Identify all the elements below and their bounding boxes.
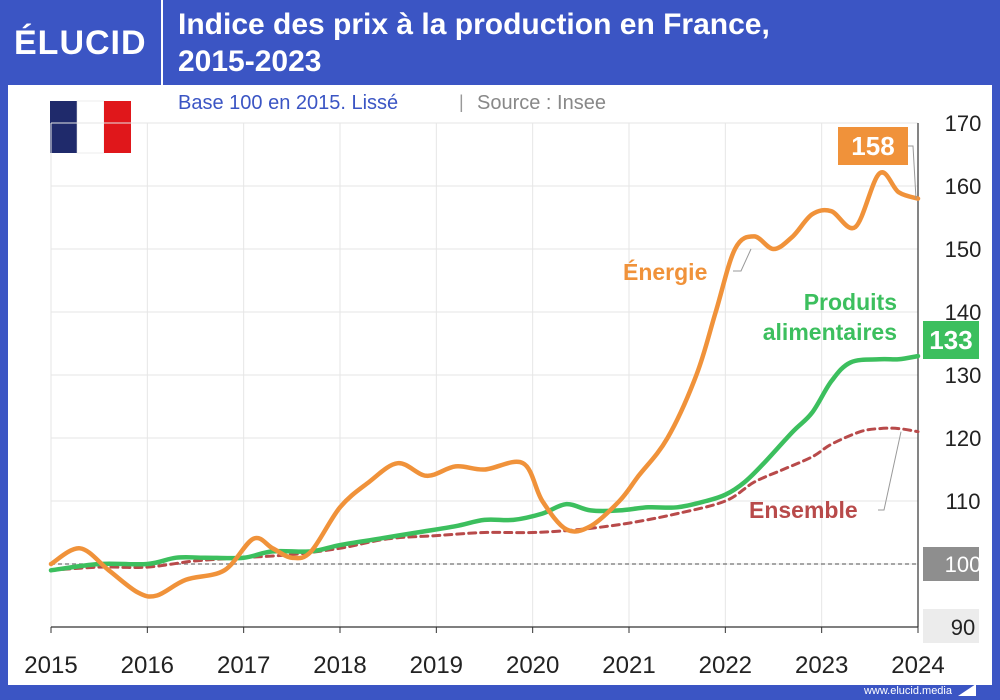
leader-label-ensemble: [878, 431, 902, 511]
chart-title: Indice des prix à la production en Franc…: [178, 6, 978, 80]
end-label-box-energie: [838, 127, 908, 165]
y-tick-label-170: 170: [945, 111, 982, 136]
x-tick-label-2022: 2022: [699, 652, 752, 679]
series-line-produits-alimentaires: [48, 353, 921, 573]
end-label-box-produits-alimentaires: [923, 321, 979, 359]
axes: 110 120 130 140 150 160 170 2015 2016 2017 2018 201…: [24, 111, 981, 679]
y-tick-label-120: 120: [945, 426, 982, 451]
french-flag-icon: [50, 100, 131, 154]
subtitle-separator: |: [459, 92, 464, 112]
end-label-produits-alimentaires: 133: [929, 325, 972, 355]
y-tick-label-150: 150: [945, 237, 982, 262]
y-90-box: [923, 609, 979, 643]
series-label-ensemble: Ensemble: [749, 497, 858, 523]
x-tick-label-2023: 2023: [795, 652, 848, 679]
chart-panel: Base 100 en 2015. Lissé | Source : Insee…: [8, 85, 992, 685]
series-layer: [48, 170, 921, 599]
chart-title-line2: 2015-2023: [178, 45, 322, 78]
y-tick-label-130: 130: [945, 363, 982, 388]
elucid-mark-icon: [958, 684, 976, 696]
header: ÉLUCID Indice des prix à la production e…: [0, 0, 1000, 85]
subtitle-source: Source : Insee: [477, 92, 606, 114]
footer-url[interactable]: www.elucid.media: [863, 685, 952, 697]
y-tick-label-160: 160: [945, 174, 982, 199]
x-tick-label-2019: 2019: [410, 652, 463, 679]
x-tick-label-2015: 2015: [24, 652, 77, 679]
y-tick-label-110: 110: [945, 489, 980, 514]
y-tick-label-90: 90: [951, 615, 975, 640]
x-tick-label-2016: 2016: [121, 652, 174, 679]
series-label-energie: Énergie: [623, 258, 707, 285]
series-label-produits-line2: alimentaires: [763, 319, 897, 345]
x-tick-label-2017: 2017: [217, 652, 270, 679]
chart-svg: Base 100 en 2015. Lissé | Source : Insee…: [24, 92, 981, 679]
chart-title-line1: Indice des prix à la production en Franc…: [178, 8, 770, 41]
x-tick-label-2018: 2018: [313, 652, 366, 679]
grid: [50, 122, 919, 628]
x-tick-label-2020: 2020: [506, 652, 559, 679]
x-tick-label-2021: 2021: [602, 652, 655, 679]
leader-label-energie: [733, 248, 752, 272]
baseline-value-box: [923, 547, 979, 581]
series-label-produits-line1: Produits: [804, 289, 897, 315]
y-tick-label-100: 100: [945, 552, 982, 577]
series-line-energie: [48, 170, 921, 599]
labels-layer: Énergie Produits alimentaires Ensemble 1…: [623, 127, 979, 523]
logo-divider: [161, 0, 163, 85]
y-tick-label-140: 140: [945, 300, 982, 325]
end-label-energie: 158: [851, 131, 894, 161]
elucid-logo[interactable]: ÉLUCID: [14, 24, 147, 62]
x-tick-label-2024: 2024: [891, 652, 944, 679]
leader-energie: [908, 145, 917, 199]
subtitle-base: Base 100 en 2015. Lissé: [178, 92, 398, 114]
